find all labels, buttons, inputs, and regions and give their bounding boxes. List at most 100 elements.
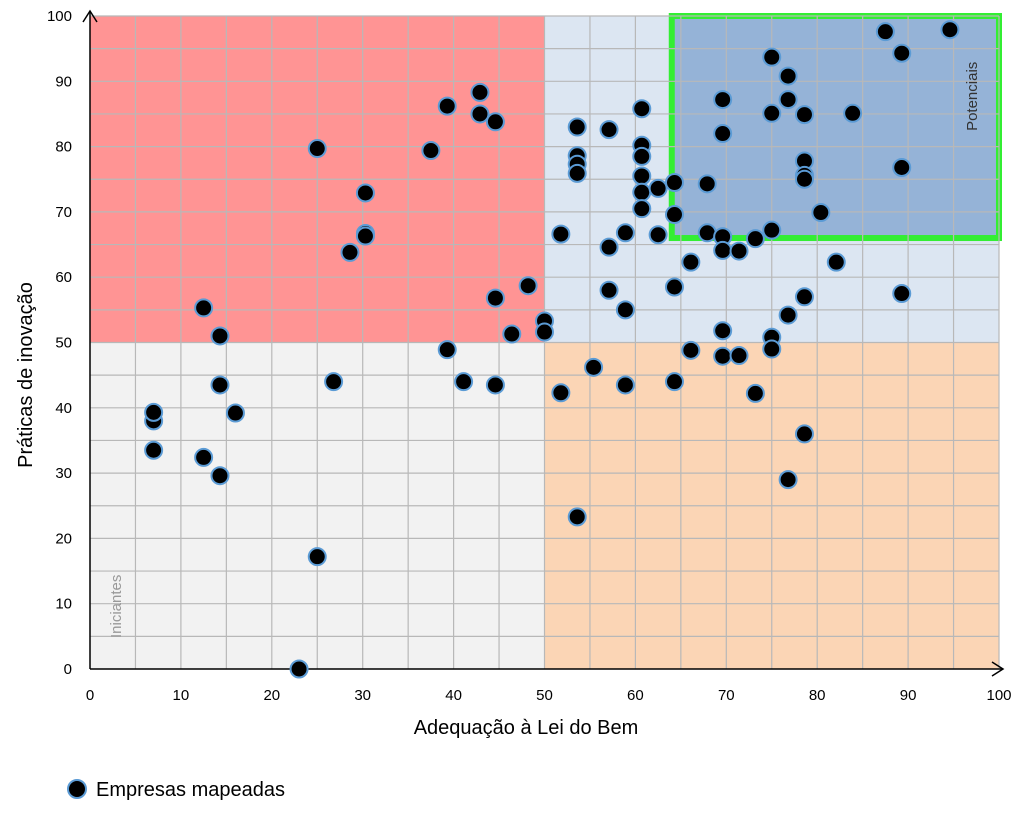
data-point <box>648 225 668 245</box>
axes <box>82 9 1005 677</box>
legend-label: Empresas mapeadas <box>96 779 285 801</box>
data-point <box>567 507 587 527</box>
data-point <box>762 47 782 67</box>
data-point <box>875 22 895 42</box>
data-point <box>615 223 635 243</box>
data-point <box>697 174 717 194</box>
x-tick-label: 80 <box>809 687 826 704</box>
y-axis-title: Práticas de inovação <box>15 282 37 468</box>
data-point <box>762 339 782 359</box>
data-point <box>778 470 798 490</box>
data-point <box>843 103 863 123</box>
data-point <box>615 375 635 395</box>
x-tick-label: 0 <box>86 687 94 704</box>
data-point <box>794 105 814 125</box>
data-point <box>713 346 733 366</box>
data-point <box>502 324 522 344</box>
data-point <box>892 157 912 177</box>
data-point <box>421 141 441 161</box>
annotation-iniciantes: Iniciantes <box>108 575 125 638</box>
data-point <box>194 298 214 318</box>
data-point <box>599 237 619 257</box>
x-axis-arrow <box>991 661 1005 677</box>
data-point <box>697 223 717 243</box>
data-point <box>535 322 554 342</box>
x-tick-label: 50 <box>536 687 553 704</box>
y-axis-arrow <box>82 9 98 23</box>
y-tick-label: 90 <box>55 73 72 90</box>
x-tick-label: 20 <box>263 687 280 704</box>
x-tick-labels: 0 10 20 30 40 50 60 70 80 90 100 <box>86 687 1012 704</box>
data-point <box>648 178 668 198</box>
data-point <box>940 20 960 40</box>
data-point <box>437 340 457 360</box>
data-point <box>745 383 765 403</box>
x-tick-label: 90 <box>900 687 917 704</box>
data-point <box>551 383 571 403</box>
data-point <box>307 547 327 567</box>
y-tick-label: 10 <box>55 596 72 613</box>
data-point <box>210 375 230 395</box>
data-point <box>762 220 782 240</box>
data-point <box>551 224 571 244</box>
x-tick-label: 30 <box>354 687 371 704</box>
y-tick-label: 80 <box>55 139 72 156</box>
data-point <box>485 112 505 132</box>
data-point <box>470 104 490 124</box>
data-point <box>210 326 230 346</box>
data-point <box>745 229 765 249</box>
data-point <box>355 183 375 203</box>
x-tick-label: 10 <box>173 687 190 704</box>
data-point <box>225 403 245 423</box>
data-point <box>584 357 604 377</box>
data-point <box>518 276 538 296</box>
x-tick-label: 100 <box>986 687 1011 704</box>
data-point <box>713 240 733 260</box>
data-point <box>632 199 652 219</box>
data-point <box>762 103 782 123</box>
data-point <box>324 372 344 392</box>
data-point <box>485 288 505 308</box>
data-point <box>355 226 375 246</box>
data-point <box>713 321 733 341</box>
data-point <box>632 146 652 166</box>
scatter-points <box>144 20 960 679</box>
legend-marker <box>67 779 87 799</box>
data-point <box>437 96 457 116</box>
data-point <box>144 402 164 422</box>
data-point <box>289 659 309 679</box>
data-point <box>194 447 214 467</box>
data-point <box>778 90 798 110</box>
data-point <box>340 242 360 262</box>
y-tick-label: 50 <box>55 335 72 352</box>
data-point <box>615 300 635 320</box>
data-point <box>599 120 619 140</box>
y-tick-label: 100 <box>47 8 72 25</box>
data-point <box>826 252 846 272</box>
y-tick-label: 60 <box>55 269 72 286</box>
data-point <box>632 99 652 119</box>
data-point <box>778 305 798 325</box>
data-point <box>485 375 505 395</box>
data-point <box>470 82 490 102</box>
data-point <box>811 203 831 223</box>
data-point <box>210 466 230 486</box>
data-point <box>794 287 814 307</box>
data-point <box>664 372 684 392</box>
data-point <box>144 440 164 460</box>
data-point <box>567 117 587 137</box>
data-point <box>664 277 684 297</box>
legend: Empresas mapeadas <box>67 779 285 801</box>
data-point <box>681 252 701 272</box>
x-axis-title: Adequação à Lei do Bem <box>414 717 639 739</box>
data-point <box>632 166 652 186</box>
data-point <box>567 163 587 183</box>
data-point <box>664 205 684 225</box>
y-tick-label: 40 <box>55 400 72 417</box>
data-point <box>892 43 912 63</box>
data-point <box>729 241 749 261</box>
x-tick-label: 60 <box>627 687 644 704</box>
data-point <box>794 169 814 189</box>
data-point <box>794 424 814 444</box>
